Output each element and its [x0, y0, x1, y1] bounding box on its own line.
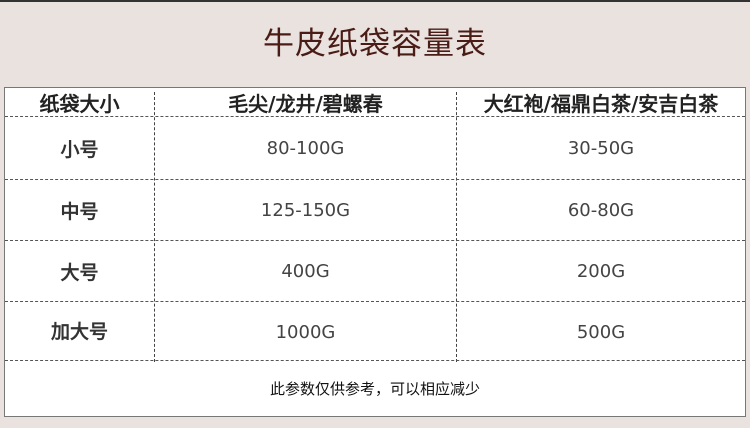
row-other-value: 500G — [576, 321, 626, 343]
row-other-value: 60-80G — [567, 199, 635, 221]
column-divider — [456, 92, 457, 362]
row-size-label: 大号 — [60, 261, 99, 284]
row-size-label: 小号 — [60, 138, 99, 161]
row-green-value: 80-100G — [266, 137, 345, 159]
page-title: 牛皮纸袋容量表 — [263, 26, 487, 62]
row-divider — [5, 240, 745, 241]
row-size-label: 加大号 — [50, 320, 108, 343]
row-other-value: 30-50G — [567, 137, 635, 159]
top-border — [0, 0, 750, 2]
row-other-value: 200G — [576, 260, 626, 282]
row-green-value: 1000G — [275, 321, 336, 343]
row-divider — [5, 360, 745, 361]
header-other-tea: 大红袍/福鼎白茶/安吉白茶 — [483, 91, 719, 116]
row-divider — [5, 301, 745, 302]
capacity-table: 纸袋大小 毛尖/龙井/碧螺春 大红袍/福鼎白茶/安吉白茶 小号 80-100G … — [4, 87, 746, 417]
column-divider — [154, 92, 155, 362]
header-bag-size: 纸袋大小 — [39, 91, 120, 116]
row-divider — [5, 179, 745, 180]
row-size-label: 中号 — [60, 200, 99, 223]
footnote: 此参数仅供参考，可以相应减少 — [269, 379, 480, 398]
row-green-value: 400G — [281, 260, 330, 282]
header-green-tea: 毛尖/龙井/碧螺春 — [228, 91, 383, 116]
row-divider — [5, 116, 745, 117]
row-green-value: 125-150G — [260, 199, 351, 221]
